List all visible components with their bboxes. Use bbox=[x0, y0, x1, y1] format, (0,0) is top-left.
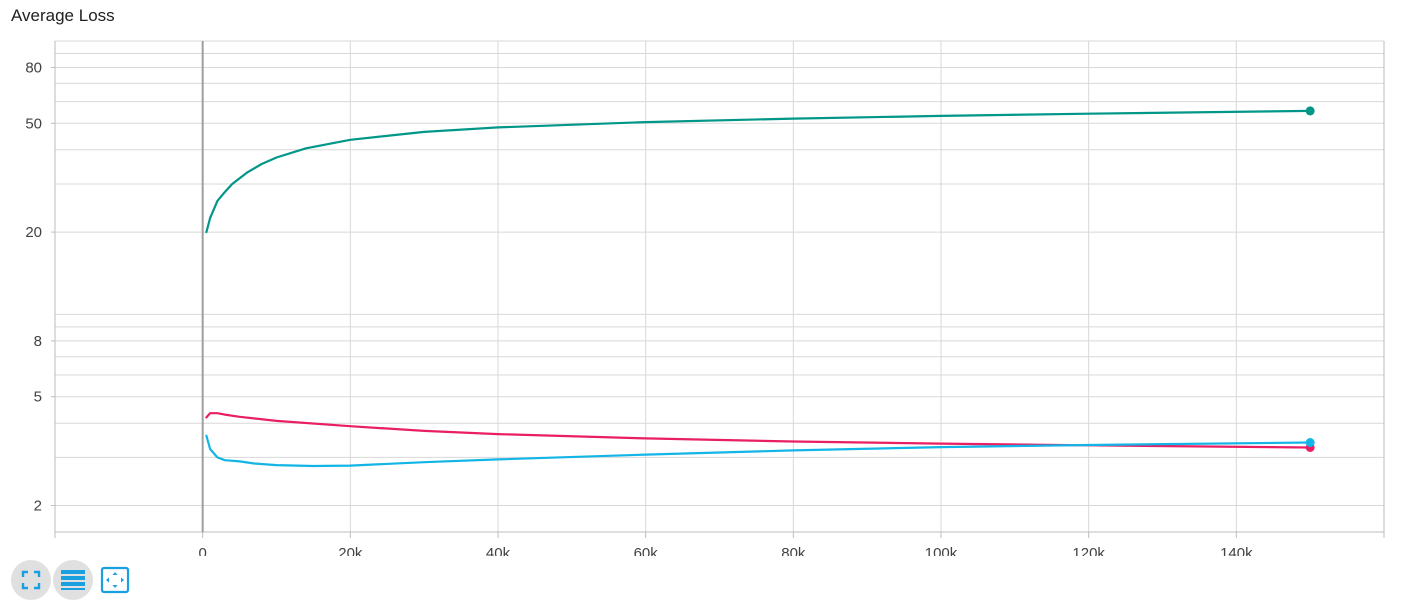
series-end-point-3 bbox=[1305, 437, 1315, 447]
x-tick-label: 100k bbox=[925, 545, 958, 556]
toggle-data-button[interactable] bbox=[53, 560, 93, 600]
series-end-point-1 bbox=[1305, 106, 1315, 116]
x-tick-label: 80k bbox=[781, 545, 806, 556]
fullscreen-icon bbox=[21, 570, 41, 590]
x-tick-label: 0 bbox=[198, 545, 206, 556]
y-tick-label: 50 bbox=[25, 115, 42, 132]
y-tick-label: 8 bbox=[34, 333, 42, 350]
y-tick-label: 2 bbox=[34, 498, 42, 515]
chart-toolbar bbox=[11, 560, 137, 600]
y-tick-label: 80 bbox=[25, 59, 42, 76]
series-line-1 bbox=[205, 109, 1312, 234]
chart-title: Average Loss bbox=[11, 6, 115, 25]
y-tick-label: 5 bbox=[34, 389, 42, 406]
grid bbox=[55, 40, 1384, 532]
y-tick-label: 20 bbox=[25, 224, 42, 241]
x-tick-label: 60k bbox=[634, 545, 659, 556]
axes bbox=[51, 41, 1385, 538]
data-list-icon bbox=[61, 570, 85, 590]
x-tick-label: 120k bbox=[1072, 545, 1105, 556]
series-line-2 bbox=[205, 412, 1312, 449]
fullscreen-button[interactable] bbox=[11, 560, 51, 600]
tick-labels: 0 20k 40k 60k 80k 100k 120k 140k 2 5 8 20 50 80 bbox=[25, 59, 1253, 556]
fit-domain-icon bbox=[100, 566, 130, 594]
line-chart: 0 20k 40k 60k 80k 100k 120k 140k 2 5 8 20 50 80 bbox=[25, 40, 1385, 556]
x-tick-label: 20k bbox=[338, 545, 363, 556]
x-tick-label: 40k bbox=[486, 545, 511, 556]
series-layer bbox=[205, 106, 1315, 468]
x-tick-label: 140k bbox=[1220, 545, 1253, 556]
fit-domain-button[interactable] bbox=[95, 560, 135, 600]
series-line-3 bbox=[205, 434, 1312, 468]
